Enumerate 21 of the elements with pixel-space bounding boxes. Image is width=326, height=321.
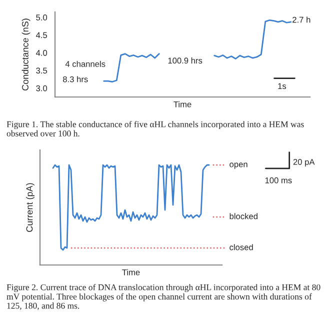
annotation: 4 channels	[65, 60, 106, 67]
y-tick-label: 5.0	[36, 14, 48, 20]
y-tick-label: 3.0	[36, 85, 48, 92]
text: 100 ms	[265, 177, 292, 184]
ref-line-label: closed	[230, 244, 253, 250]
caption: Figure 1. The stable conductance of five αHL channels incorporated into a HEM was observed over 100 h.	[6, 121, 304, 136]
annotation: 8.3 hrs	[63, 76, 88, 82]
y-tick-label: 3.5	[36, 68, 48, 74]
ref-line-label: blocked	[230, 213, 258, 220]
y-tick-label: 4.5	[36, 32, 48, 38]
y-axis-title: Conductance (nS)	[22, 18, 30, 90]
y-axis-title: Current (pA)	[26, 183, 34, 232]
annotation: 2.7 h	[292, 16, 310, 23]
annotation: 100.9 hrs	[168, 57, 202, 64]
y-tick-label: 4.0	[36, 50, 48, 56]
annotation: 1s	[278, 83, 286, 90]
ref-line-label: open	[230, 162, 248, 169]
text: 20 pA	[293, 158, 315, 167]
caption: Figure 2. Current trace of DNA translocation through αHL incorporated into a HEM at 80 mV potential. Three blockages of the open channel current are shown with durations of 125, 180, and 86 ms.	[6, 284, 320, 310]
x-axis-title: Time	[174, 101, 192, 108]
x-axis-title: Time	[122, 269, 140, 276]
